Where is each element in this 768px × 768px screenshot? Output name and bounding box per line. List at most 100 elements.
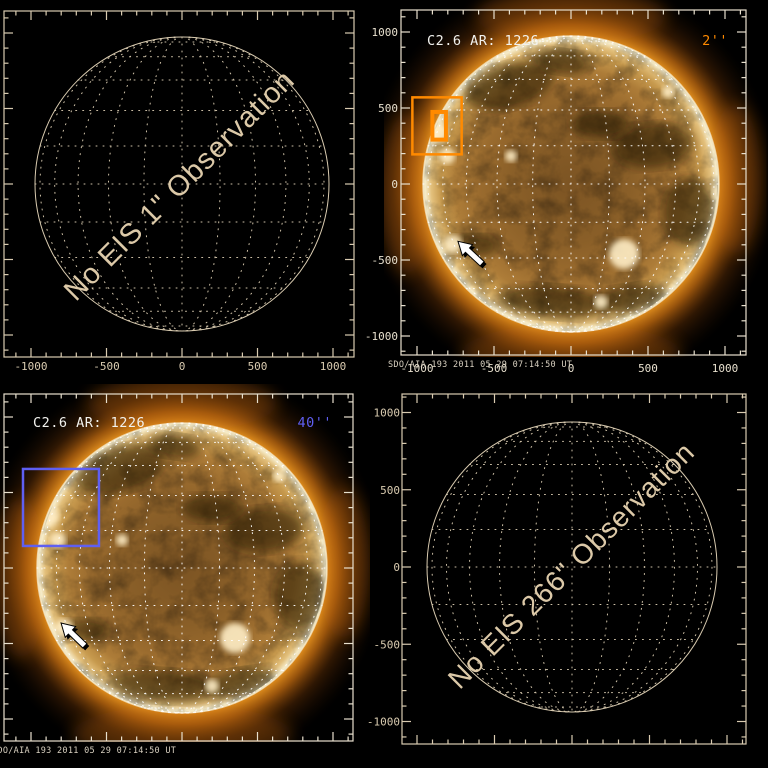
fov-box — [411, 96, 463, 156]
solar-limb-circle — [426, 421, 718, 713]
y-tick-label: -500 — [372, 254, 399, 267]
fov-label-2arcsec: 2'' — [702, 33, 728, 49]
x-tick-label: -500 — [481, 362, 508, 375]
panel-bottom-left: C2.6 AR: 1226 40'' SDO/AIA 193 2011 05 2… — [0, 384, 370, 756]
axes-frame — [3, 393, 354, 742]
coronal-hole — [537, 49, 589, 75]
active-region — [439, 148, 455, 164]
meridian-line — [499, 421, 573, 713]
coronal-hole — [501, 285, 605, 319]
corona-plume — [476, 0, 666, 44]
active-region — [205, 679, 219, 693]
y-tick-label: 0 — [391, 178, 398, 191]
y-tick-label: 1000 — [372, 26, 399, 39]
panel-bottom-right: -1000 -500 0 500 1000 No EIS 266" Observatio… — [367, 393, 747, 745]
x-tick-label: 1000 — [320, 360, 347, 373]
axes-frame — [400, 9, 747, 356]
corona-plume — [461, 324, 681, 357]
fov-box — [21, 467, 101, 548]
panel-bottom-left-render — [0, 384, 370, 742]
panel-top-right: -1000 -500 0 500 1000 -1000 -500 0 500 1000 C2.6 … — [365, 0, 768, 375]
x-tick-label: -500 — [93, 360, 120, 373]
flare-active-region-label: C2.6 AR: 1226 — [33, 415, 145, 431]
active-region — [220, 623, 250, 653]
panel-top-right-render: -1000 -500 0 500 1000 -1000 -500 0 500 1000 — [365, 0, 768, 375]
active-region — [505, 150, 517, 162]
meridian-line — [468, 421, 573, 713]
corona-plume — [0, 498, 47, 658]
flare-active-region-label: C2.6 AR: 1226 — [427, 33, 539, 49]
axis-tick-labels: -1000 -500 0 500 1000 — [14, 360, 346, 373]
meridian-line — [78, 422, 183, 714]
meridian-line — [445, 421, 573, 713]
meridian-line — [109, 422, 183, 714]
x-tick-label: 0 — [568, 362, 575, 375]
meridian-line — [181, 422, 255, 714]
x-tick-label: 0 — [179, 360, 186, 373]
corona-plume — [87, 384, 277, 431]
x-tick-label: 500 — [638, 362, 658, 375]
plot-frame — [401, 393, 747, 745]
x-tick-label: -1000 — [14, 360, 47, 373]
meridian-line — [39, 36, 183, 332]
coronal-hole — [571, 110, 631, 138]
active-region — [594, 295, 608, 309]
active-region — [116, 534, 128, 546]
active-region — [662, 86, 674, 98]
meridian-line — [570, 35, 700, 333]
coronal-hole — [112, 669, 216, 703]
x-tick-label: -1000 — [400, 362, 433, 375]
meridian-line — [181, 422, 286, 714]
active-region — [50, 532, 66, 548]
x-tick-label: 500 — [248, 360, 268, 373]
coronal-hole — [75, 445, 165, 495]
disk-mottling — [38, 424, 326, 712]
sun-image — [0, 384, 370, 742]
meridian-line — [571, 421, 645, 713]
meridian-line — [181, 422, 309, 714]
y-tick-label: -500 — [374, 638, 401, 651]
panel-top-left-render: -1000 -500 0 500 1000 — [3, 10, 355, 373]
coronal-hole — [663, 178, 715, 246]
pointer-arrow — [457, 240, 485, 267]
active-region — [712, 185, 717, 199]
meridian-line — [571, 421, 611, 713]
coronal-hole — [464, 61, 554, 111]
y-tick-label: -1000 — [367, 716, 400, 729]
coronal-hole — [274, 562, 325, 630]
no-observation-label-266arcsec: No EIS 266" Observation — [442, 436, 701, 695]
image-caption-bottom-left: SDO/AIA 193 2011 05 29 07:14:50 UT — [0, 746, 176, 756]
x-tick-label: 1000 — [712, 362, 739, 375]
meridian-line — [571, 421, 676, 713]
solar-limb-circle — [34, 36, 330, 332]
panel-top-left: -1000 -500 0 500 1000 No EIS 1" Observation — [3, 10, 355, 373]
meridian-line — [181, 36, 325, 332]
coronal-hole — [148, 433, 200, 459]
meridian-line — [143, 422, 183, 714]
image-caption-top-right: SDO/AIA 193 2011 05 29 07:14:50 UT — [388, 360, 572, 370]
slit-box — [430, 109, 448, 142]
no-observation-label-1arcsec: No EIS 1" Observation — [58, 64, 301, 307]
y-tick-label: 0 — [393, 561, 400, 574]
axis-tick-labels: -1000 -500 0 500 1000 -1000 -500 0 500 1000 — [365, 26, 738, 375]
meridian-line — [55, 422, 183, 714]
sun-image — [384, 0, 768, 357]
disk-features — [426, 49, 717, 319]
active-region — [444, 235, 462, 253]
meridian-line — [181, 422, 323, 714]
meridian-line — [41, 422, 183, 714]
meridian-line — [442, 35, 572, 333]
meridian-line — [181, 422, 221, 714]
active-region — [273, 470, 285, 482]
y-tick-label: -1000 — [365, 330, 398, 343]
coronal-hole — [224, 507, 304, 553]
corona-plume — [709, 104, 761, 254]
corona-plume — [317, 488, 369, 638]
axes-frame — [3, 10, 355, 358]
heliographic-grid — [426, 421, 718, 713]
coronal-hole — [596, 284, 666, 314]
meridian-line — [571, 421, 699, 713]
pointer-arrow — [60, 622, 88, 649]
